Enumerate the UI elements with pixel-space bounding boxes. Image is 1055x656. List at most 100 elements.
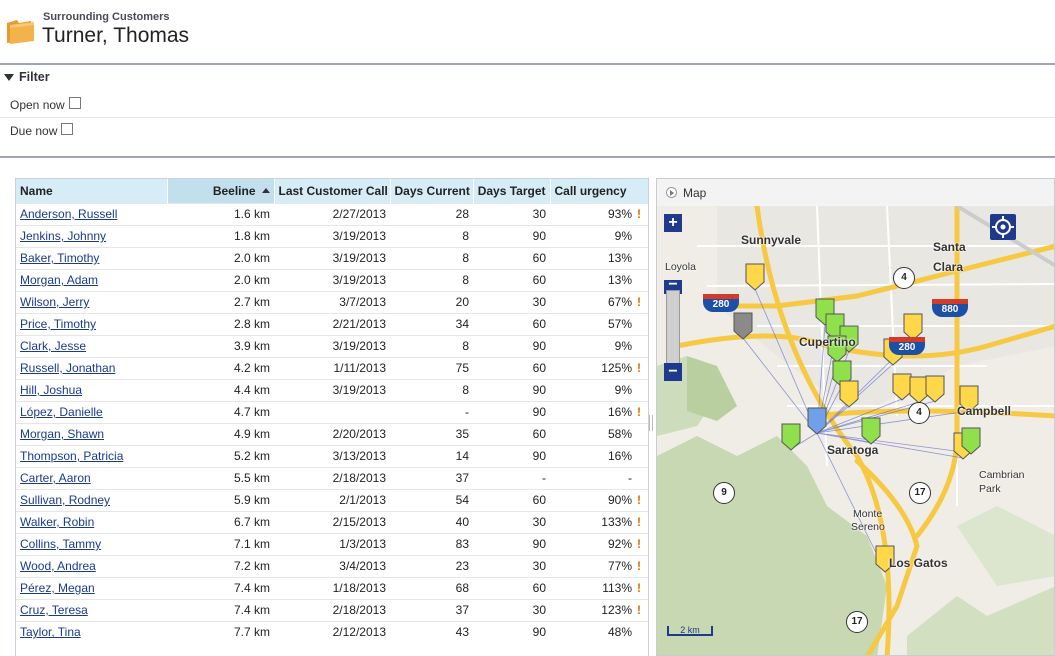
panel-splitter-handle[interactable] [649, 415, 653, 431]
page-title: Turner, Thomas [42, 24, 190, 47]
map-header[interactable]: Map [657, 179, 1054, 206]
customer-name-link[interactable]: Collins, Tammy [20, 537, 102, 551]
customer-name-link[interactable]: López, Danielle [20, 405, 103, 419]
customer-map-pin[interactable] [781, 423, 801, 451]
zoom-in-button[interactable]: + [664, 214, 682, 232]
last-call-cell: 2/18/2013 [332, 603, 386, 617]
days-target-cell: 60 [532, 273, 546, 287]
column-header-last-call[interactable]: Last Customer Call [274, 179, 391, 203]
page-subtitle: Surrounding Customers [43, 11, 170, 23]
customer-name-link[interactable]: Cruz, Teresa [20, 603, 88, 617]
customer-map-pin[interactable] [961, 427, 981, 455]
filter-open-now-label: Open now [10, 98, 65, 112]
customer-name-link[interactable]: Walker, Robin [20, 515, 95, 529]
table-row[interactable]: Taylor, Tina 7.7 km 2/12/2013 43 90 48% [16, 620, 648, 643]
urgency-warning-icon: ! [637, 537, 641, 551]
days-target-cell: 60 [532, 251, 546, 265]
beeline-cell: 1.6 km [233, 207, 270, 221]
customer-map-pin[interactable] [839, 380, 859, 408]
beeline-cell: 4.2 km [233, 361, 270, 375]
customer-name-link[interactable]: Carter, Aaron [20, 471, 91, 485]
column-header-beeline[interactable]: Beeline [167, 179, 275, 203]
customer-map-pin[interactable] [733, 312, 753, 340]
customer-name-link[interactable]: Russell, Jonathan [20, 361, 116, 375]
customer-name-link[interactable]: Morgan, Shawn [20, 427, 105, 441]
map-scale-bar: 2 km [667, 626, 713, 636]
table-row[interactable]: Thompson, Patricia 5.2 km 3/13/2013 14 90 16% [16, 444, 648, 467]
days-target-cell: 60 [532, 317, 546, 331]
due-now-checkbox[interactable] [61, 123, 74, 135]
customer-name-link[interactable]: Morgan, Adam [20, 273, 99, 287]
urgency-warning-icon: ! [637, 515, 641, 529]
open-now-checkbox[interactable] [68, 97, 81, 109]
customer-map-pin[interactable] [827, 335, 847, 363]
customer-name-link[interactable]: Pérez, Megan [20, 581, 95, 595]
zoom-slider-track[interactable] [666, 290, 680, 364]
call-urgency-cell: 9% [614, 339, 632, 353]
table-row[interactable]: Anderson, Russell 1.6 km 2/27/2013 28 30 93%! [16, 202, 648, 225]
customer-name-link[interactable]: Baker, Timothy [20, 251, 100, 265]
table-row[interactable]: Baker, Timothy 2.0 km 3/19/2013 8 60 13% [16, 246, 648, 269]
customer-map-pin[interactable] [875, 545, 895, 573]
map-place-label: Santa [933, 240, 966, 254]
map-place-label: Sereno [851, 521, 885, 533]
customer-map-pin[interactable] [861, 417, 881, 445]
days-current-cell: 8 [462, 339, 469, 353]
current-customer-pin[interactable] [807, 407, 827, 435]
customer-map-pin[interactable] [903, 313, 923, 341]
table-row[interactable]: Jenkins, Johnny 1.8 km 3/19/2013 8 90 9% [16, 224, 648, 247]
customer-map-pin[interactable] [892, 373, 912, 401]
filter-toggle[interactable]: Filter [4, 70, 50, 84]
zoom-out-button[interactable]: − [664, 363, 682, 381]
customer-map-pin[interactable] [909, 376, 929, 404]
customer-name-link[interactable]: Jenkins, Johnny [20, 229, 107, 243]
beeline-cell: 5.5 km [233, 471, 270, 485]
customer-map-pin[interactable] [959, 385, 979, 413]
customer-name-link[interactable]: Wilson, Jerry [20, 295, 90, 309]
days-current-cell: 8 [462, 251, 469, 265]
customer-name-link[interactable]: Thompson, Patricia [20, 449, 124, 463]
column-header-days-target[interactable]: Days Target [473, 179, 551, 203]
table-row[interactable]: Pérez, Megan 7.4 km 1/18/2013 68 60 113%! [16, 576, 648, 599]
table-row[interactable]: Price, Timothy 2.8 km 2/21/2013 34 60 57% [16, 312, 648, 335]
customer-name-link[interactable]: Sullivan, Rodney [20, 493, 111, 507]
table-row[interactable]: Sullivan, Rodney 5.9 km 2/1/2013 54 60 90%! [16, 488, 648, 511]
days-target-cell: 30 [532, 603, 546, 617]
map-canvas[interactable]: 4 280 880 280 4 9 17 17 Sunnyvale Santa Clara Loyo… [657, 206, 1054, 655]
table-row[interactable]: Wood, Andrea 7.2 km 3/4/2013 23 30 77%! [16, 554, 648, 577]
table-row[interactable]: Collins, Tammy 7.1 km 1/3/2013 83 90 92%! [16, 532, 648, 555]
customer-name-link[interactable]: Anderson, Russell [20, 207, 118, 221]
map-place-label: Saratoga [827, 443, 879, 457]
customer-name-link[interactable]: Price, Timothy [20, 317, 97, 331]
beeline-cell: 1.8 km [233, 229, 270, 243]
call-urgency-cell: 48% [607, 625, 632, 640]
table-row[interactable]: Walker, Robin 6.7 km 2/15/2013 40 30 133%! [16, 510, 648, 533]
table-row[interactable]: Morgan, Shawn 4.9 km 2/20/2013 35 60 58% [16, 422, 648, 445]
column-header-days-current[interactable]: Days Current [390, 179, 474, 203]
customer-map-pin[interactable] [925, 375, 945, 403]
last-call-cell: 2/21/2013 [332, 317, 386, 331]
table-row[interactable]: Carter, Aaron 5.5 km 2/18/2013 37 - - [16, 466, 648, 489]
column-header-call-urgency[interactable]: Call urgency [550, 179, 648, 203]
table-row[interactable]: López, Danielle 4.7 km - 90 16%! [16, 400, 648, 423]
customer-name-link[interactable]: Taylor, Tina [20, 625, 81, 640]
table-row[interactable]: Cruz, Teresa 7.4 km 2/18/2013 37 30 123%! [16, 598, 648, 621]
table-row[interactable]: Hill, Joshua 4.4 km 3/19/2013 8 90 9% [16, 378, 648, 401]
table-row[interactable]: Wilson, Jerry 2.7 km 3/7/2013 20 30 67%! [16, 290, 648, 313]
customer-name-link[interactable]: Wood, Andrea [20, 559, 96, 573]
last-call-cell: 2/12/2013 [332, 625, 386, 640]
locate-me-button[interactable] [990, 214, 1016, 240]
customer-name-link[interactable]: Clark, Jesse [20, 339, 87, 353]
table-row[interactable]: Russell, Jonathan 4.2 km 1/11/2013 75 60 125%… [16, 356, 648, 379]
days-current-cell: 83 [455, 537, 469, 551]
table-row[interactable]: Clark, Jesse 3.9 km 3/19/2013 8 90 9% [16, 334, 648, 357]
last-call-cell: 3/19/2013 [332, 339, 386, 353]
days-current-cell: 34 [455, 317, 469, 331]
table-row[interactable]: Morgan, Adam 2.0 km 3/19/2013 8 60 13% [16, 268, 648, 291]
column-header-name[interactable]: Name [16, 179, 168, 203]
customer-name-link[interactable]: Hill, Joshua [20, 383, 83, 397]
last-call-cell: 3/13/2013 [332, 449, 386, 463]
days-current-cell: - [465, 405, 469, 419]
customer-map-pin[interactable] [745, 263, 765, 291]
urgency-warning-icon: ! [637, 361, 641, 375]
